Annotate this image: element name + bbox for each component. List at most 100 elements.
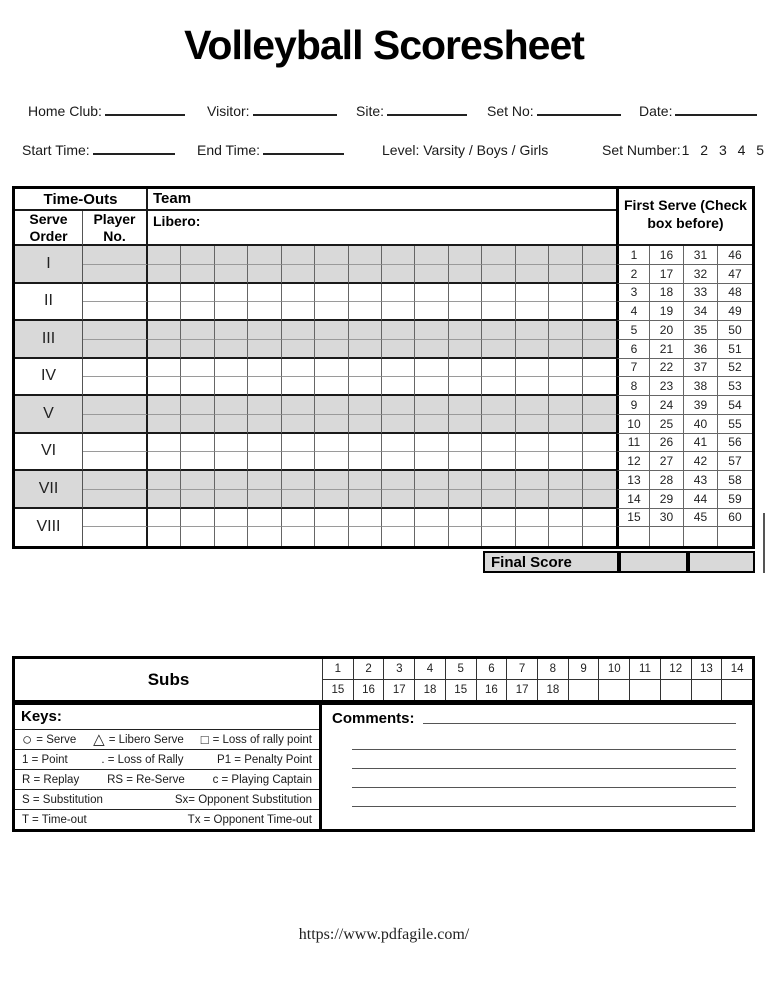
score-cell[interactable] (181, 302, 215, 321)
subs-number-cell[interactable]: 10 (598, 659, 630, 680)
score-cell[interactable] (381, 302, 416, 321)
player-no-cell[interactable] (83, 264, 148, 284)
score-cell[interactable] (181, 321, 215, 340)
score-cell[interactable] (515, 264, 550, 284)
first-serve-number-cell[interactable]: 12 (615, 452, 650, 471)
subs-number-cell[interactable]: 18 (414, 679, 445, 700)
end-time-blank[interactable] (263, 142, 345, 155)
set-no-blank[interactable] (536, 103, 621, 116)
score-cell[interactable] (282, 527, 316, 546)
score-cell[interactable] (315, 508, 349, 528)
score-cell[interactable] (214, 302, 249, 321)
player-no-cell[interactable] (83, 339, 148, 359)
first-serve-empty-cell[interactable] (650, 527, 684, 546)
score-cell[interactable] (449, 527, 483, 546)
score-cell[interactable] (348, 302, 382, 321)
score-cell[interactable] (382, 527, 416, 546)
score-cell[interactable] (281, 377, 316, 396)
score-cell[interactable] (315, 452, 349, 471)
subs-number-cell[interactable]: 2 (352, 659, 384, 680)
score-cell[interactable] (214, 339, 249, 359)
first-serve-number-cell[interactable]: 39 (683, 396, 718, 415)
first-serve-number-cell[interactable]: 35 (683, 321, 718, 340)
score-cell[interactable] (281, 302, 316, 321)
score-cell[interactable] (415, 358, 449, 378)
score-cell[interactable] (482, 527, 516, 546)
score-cell[interactable] (415, 396, 449, 415)
first-serve-number-cell[interactable]: 8 (615, 377, 650, 396)
score-cell[interactable] (148, 339, 182, 359)
score-cell[interactable] (381, 414, 416, 434)
score-cell[interactable] (448, 452, 483, 471)
first-serve-number-cell[interactable]: 47 (717, 265, 752, 284)
score-cell[interactable] (582, 434, 616, 453)
score-cell[interactable] (348, 321, 382, 340)
score-cell[interactable] (549, 396, 583, 415)
first-serve-number-cell[interactable]: 53 (717, 377, 752, 396)
score-cell[interactable] (415, 339, 449, 359)
first-serve-number-cell[interactable]: 3 (615, 283, 650, 303)
score-cell[interactable] (281, 321, 316, 340)
score-cell[interactable] (381, 489, 416, 509)
score-cell[interactable] (315, 471, 349, 490)
score-cell[interactable] (148, 396, 182, 415)
score-cell[interactable] (381, 471, 416, 490)
score-cell[interactable] (415, 508, 449, 528)
score-cell[interactable] (348, 489, 382, 509)
player-no-cell[interactable] (83, 302, 148, 321)
subs-number-cell[interactable]: 9 (567, 659, 599, 680)
subs-number-cell[interactable]: 4 (414, 659, 445, 680)
score-cell[interactable] (549, 339, 583, 359)
score-cell[interactable] (381, 452, 416, 471)
score-cell[interactable] (315, 321, 349, 340)
score-cell[interactable] (549, 321, 583, 340)
comment-line[interactable] (352, 749, 736, 750)
score-cell[interactable] (582, 302, 616, 321)
score-cell[interactable] (348, 508, 382, 528)
first-serve-number-cell[interactable]: 18 (649, 283, 684, 303)
score-cell[interactable] (448, 339, 483, 359)
first-serve-empty-cell[interactable] (684, 527, 718, 546)
score-cell[interactable] (582, 509, 616, 528)
score-cell[interactable] (348, 414, 382, 434)
first-serve-number-cell[interactable]: 58 (717, 471, 752, 490)
start-time-blank[interactable] (92, 142, 175, 155)
score-cell[interactable] (482, 414, 516, 434)
score-cell[interactable] (315, 414, 349, 434)
score-cell[interactable] (549, 433, 583, 453)
first-serve-number-cell[interactable]: 57 (717, 452, 752, 471)
score-cell[interactable] (214, 377, 249, 396)
first-serve-number-cell[interactable]: 14 (615, 489, 650, 509)
score-cell[interactable] (148, 508, 182, 528)
subs-number-cell[interactable] (598, 679, 629, 700)
score-cell[interactable] (448, 489, 483, 509)
score-cell[interactable] (348, 264, 382, 284)
score-cell[interactable] (148, 452, 182, 471)
score-cell[interactable] (348, 358, 382, 378)
score-cell[interactable] (549, 527, 583, 546)
subs-number-cell[interactable]: 7 (506, 659, 537, 680)
score-cell[interactable] (415, 452, 449, 471)
score-cell[interactable] (549, 489, 583, 509)
set-number-options[interactable]: 1 2 3 4 5 (681, 142, 765, 158)
score-cell[interactable] (415, 489, 449, 509)
score-cell[interactable] (582, 396, 616, 415)
score-cell[interactable] (582, 246, 616, 265)
score-cell[interactable] (515, 377, 550, 396)
score-cell[interactable] (549, 246, 583, 265)
first-serve-number-cell[interactable]: 23 (649, 377, 684, 396)
subs-number-cell[interactable] (659, 679, 691, 700)
score-cell[interactable] (549, 302, 583, 321)
first-serve-number-cell[interactable]: 33 (683, 283, 718, 303)
score-cell[interactable] (582, 321, 616, 340)
score-cell[interactable] (415, 471, 449, 490)
score-cell[interactable] (381, 433, 416, 453)
score-cell[interactable] (582, 471, 616, 490)
score-cell[interactable] (214, 471, 249, 490)
score-cell[interactable] (515, 414, 550, 434)
score-cell[interactable] (582, 284, 616, 303)
score-cell[interactable] (549, 264, 583, 284)
score-cell[interactable] (315, 264, 349, 284)
score-cell[interactable] (315, 302, 349, 321)
score-cell[interactable] (415, 283, 449, 303)
